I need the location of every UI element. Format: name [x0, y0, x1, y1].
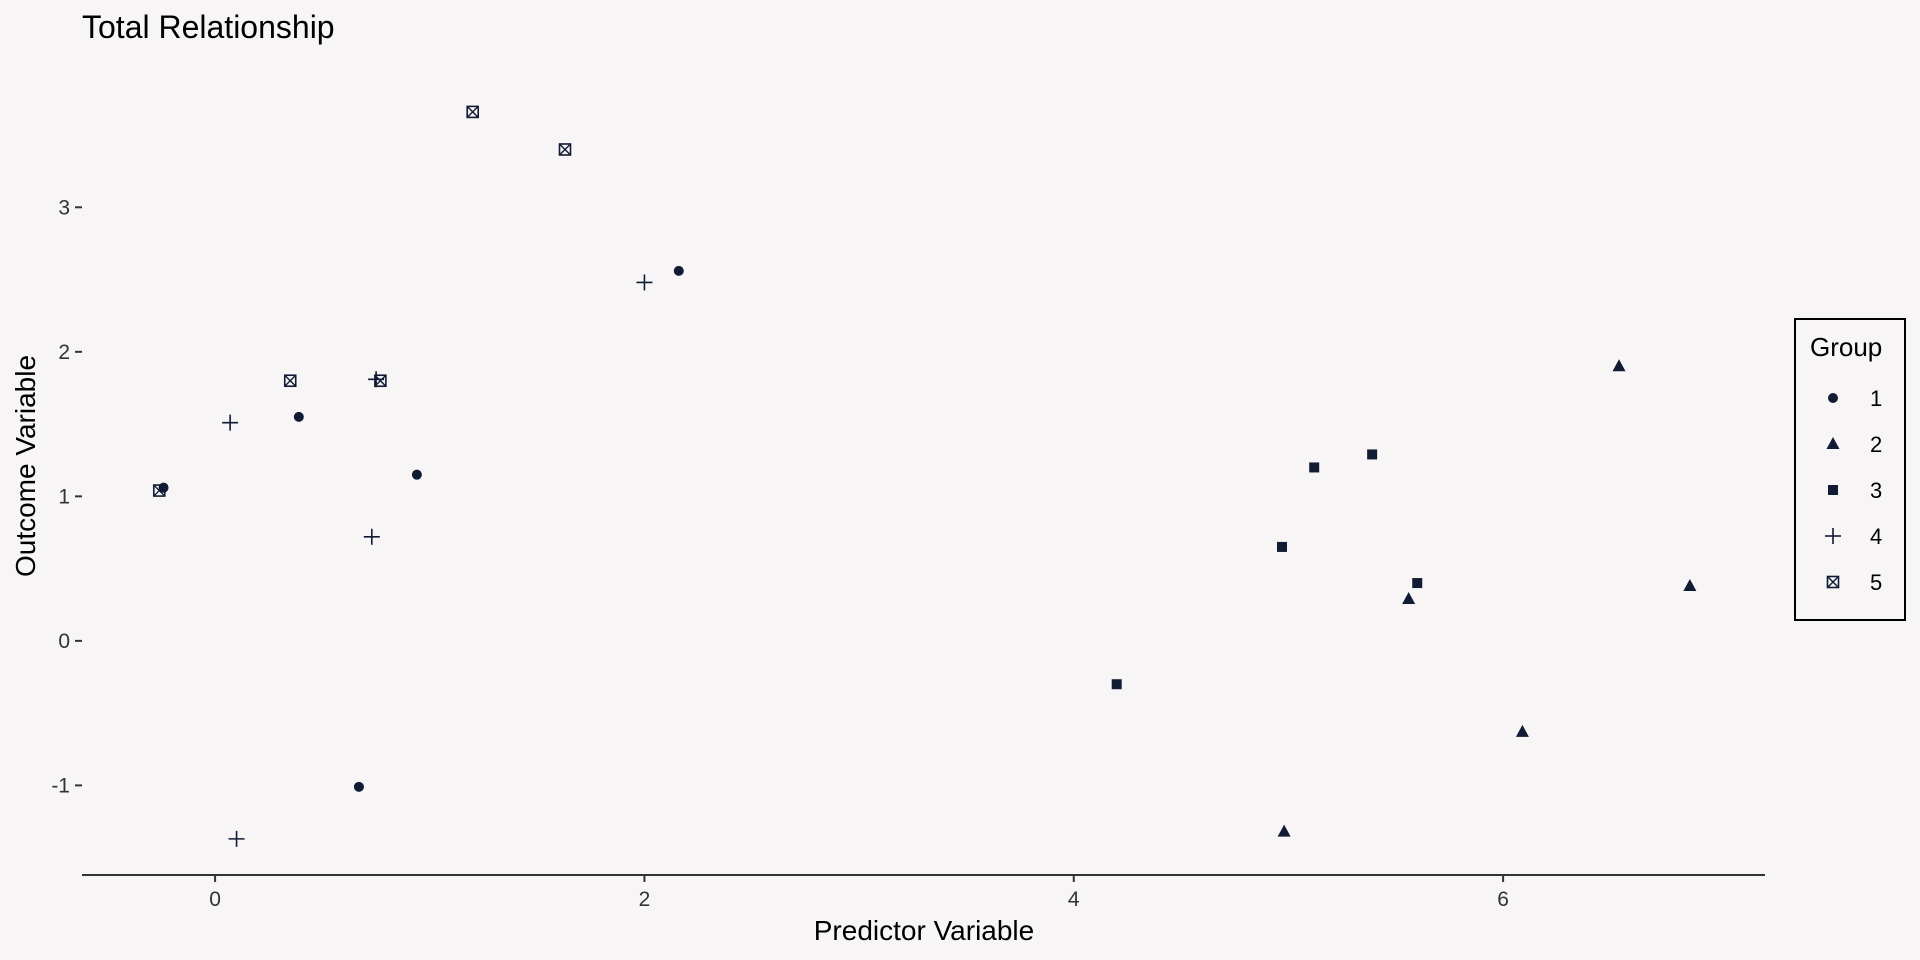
data-point-group-2 — [1515, 724, 1529, 737]
legend-label-3: 3 — [1870, 478, 1882, 503]
data-point-group-2 — [1683, 578, 1697, 591]
data-point-group-5 — [283, 374, 297, 388]
legend-box — [1794, 318, 1906, 621]
data-point-group-3 — [1367, 449, 1378, 460]
y-tick-label: -1 — [51, 774, 70, 797]
data-point-group-3 — [1276, 541, 1287, 552]
legend: Group 1 2 3 4 5 — [1794, 318, 1906, 621]
legend-label-4: 4 — [1870, 524, 1882, 549]
data-point-group-3 — [1111, 679, 1122, 690]
legend-key-4 — [1825, 528, 1841, 544]
data-point-group-2 — [1612, 359, 1626, 372]
data-point-group-1 — [353, 781, 364, 792]
data-point-group-1 — [411, 469, 422, 480]
legend-key-2 — [1826, 437, 1840, 449]
data-point-group-5 — [466, 105, 479, 119]
x-tick-label: 4 — [1068, 888, 1080, 911]
data-point-group-5 — [558, 143, 572, 156]
data-point-group-4 — [636, 274, 653, 291]
chart-title: Total Relationship — [82, 9, 335, 45]
data-point-group-4 — [363, 528, 380, 545]
data-point-group-5 — [374, 374, 387, 388]
y-axis: -1 0 1 2 3 — [51, 196, 82, 797]
data-point-group-2 — [1402, 591, 1416, 604]
legend-key-1 — [1828, 393, 1838, 403]
y-tick-label: 0 — [58, 630, 70, 653]
data-points — [152, 105, 1697, 847]
x-axis: 0 2 4 6 — [209, 875, 1509, 911]
data-point-group-2 — [1277, 824, 1291, 837]
y-axis-label: Outcome Variable — [10, 355, 41, 577]
data-point-group-4 — [222, 414, 239, 431]
x-tick-label: 2 — [639, 888, 651, 911]
legend-label-2: 2 — [1870, 432, 1882, 457]
x-axis-label: Predictor Variable — [814, 915, 1034, 946]
data-point-group-5 — [152, 484, 166, 497]
legend-label-1: 1 — [1870, 386, 1882, 411]
legend-key-3 — [1828, 485, 1838, 495]
y-tick-label: 2 — [58, 341, 70, 364]
data-point-group-4 — [228, 830, 245, 847]
data-point-group-1 — [293, 411, 304, 422]
y-tick-label: 3 — [58, 196, 70, 219]
data-point-group-1 — [673, 265, 684, 276]
x-tick-label: 6 — [1497, 888, 1509, 911]
legend-key-5 — [1826, 575, 1840, 589]
data-point-group-3 — [1412, 578, 1423, 589]
y-tick-label: 1 — [58, 485, 70, 508]
legend-title: Group — [1810, 332, 1882, 362]
x-tick-label: 0 — [209, 888, 221, 911]
data-point-group-3 — [1309, 462, 1320, 473]
legend-label-5: 5 — [1870, 570, 1882, 595]
